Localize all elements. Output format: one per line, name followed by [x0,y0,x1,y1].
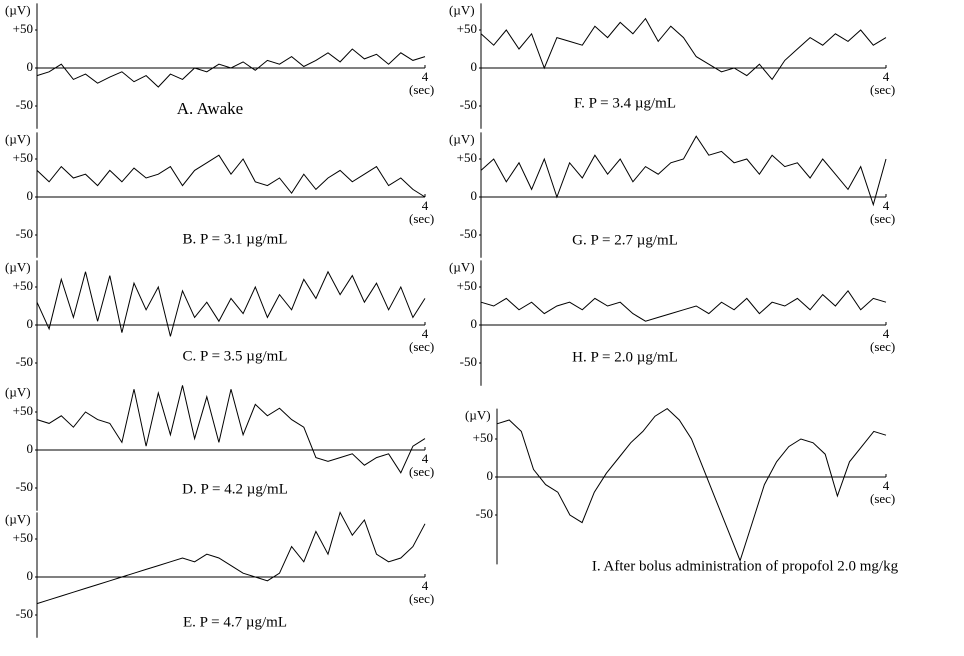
x-tick-label: 4 [422,578,429,593]
eeg-trace [36,385,426,474]
panel-caption: G. P = 2.7 µg/mL [572,232,678,248]
y-tick-label: +50 [13,403,33,418]
eeg-trace [496,407,887,563]
y-tick-label: +50 [13,530,33,545]
eeg-trace [480,135,887,207]
y-axis-label: (µV) [449,131,475,146]
y-tick-label: 0 [27,188,34,203]
y-axis-label: (µV) [5,131,31,146]
y-tick-label: +50 [473,430,493,445]
x-axis-label: (sec) [409,591,434,606]
y-tick-label: +50 [457,150,477,165]
eeg-trace [36,511,426,605]
y-tick-label: -50 [476,506,493,521]
y-tick-label: 0 [471,188,478,203]
x-tick-label: 4 [883,478,890,493]
y-tick-label: -50 [460,354,477,369]
y-axis-label: (µV) [5,384,31,399]
x-tick-label: 4 [422,451,429,466]
x-tick-label: 4 [422,326,429,341]
y-tick-label: 0 [27,59,34,74]
panel-caption: E. P = 4.7 µg/mL [183,614,287,630]
eeg-trace [36,270,426,337]
y-axis-label: (µV) [449,2,475,17]
x-axis-label: (sec) [870,82,895,97]
x-axis-label: (sec) [409,211,434,226]
y-tick-label: +50 [13,150,33,165]
x-tick-label: 4 [883,198,890,213]
y-tick-label: 0 [471,316,478,331]
x-axis-label: (sec) [409,339,434,354]
x-axis-label: (sec) [409,464,434,479]
y-tick-label: -50 [16,97,33,112]
panel-caption: B. P = 3.1 µg/mL [183,231,288,247]
panel-caption: D. P = 4.2 µg/mL [182,481,288,497]
y-tick-label: -50 [16,606,33,621]
x-tick-label: 4 [422,198,429,213]
eeg-trace [480,17,887,81]
eeg-trace [36,154,426,198]
x-axis-label: (sec) [409,82,434,97]
y-axis-label: (µV) [5,2,31,17]
y-axis-label: (µV) [465,408,491,423]
y-tick-label: 0 [471,59,478,74]
y-tick-label: -50 [16,479,33,494]
x-tick-label: 4 [883,326,890,341]
panel-caption: I. After bolus administration of propofo… [592,558,899,574]
panel-caption: A. Awake [177,99,243,118]
y-tick-label: 0 [487,468,494,483]
y-tick-label: -50 [16,354,33,369]
panel-caption: C. P = 3.5 µg/mL [183,348,288,364]
panel-caption: H. P = 2.0 µg/mL [572,349,678,365]
x-tick-label: 4 [883,69,890,84]
y-axis-label: (µV) [5,259,31,274]
x-axis-label: (sec) [870,339,895,354]
y-tick-label: -50 [460,97,477,112]
y-axis-label: (µV) [5,511,31,526]
x-tick-label: 4 [422,69,429,84]
y-tick-label: -50 [460,226,477,241]
y-tick-label: 0 [27,441,34,456]
x-axis-label: (sec) [870,211,895,226]
y-tick-label: -50 [16,226,33,241]
y-tick-label: +50 [13,21,33,36]
y-tick-label: 0 [27,568,34,583]
y-axis-label: (µV) [449,259,475,274]
y-tick-label: +50 [457,21,477,36]
y-tick-label: +50 [13,278,33,293]
x-axis-label: (sec) [870,491,895,506]
eeg-trace [480,289,887,322]
eeg-trace [36,48,426,88]
y-tick-label: 0 [27,316,34,331]
panel-caption: F. P = 3.4 µg/mL [574,95,676,111]
y-tick-label: +50 [457,278,477,293]
